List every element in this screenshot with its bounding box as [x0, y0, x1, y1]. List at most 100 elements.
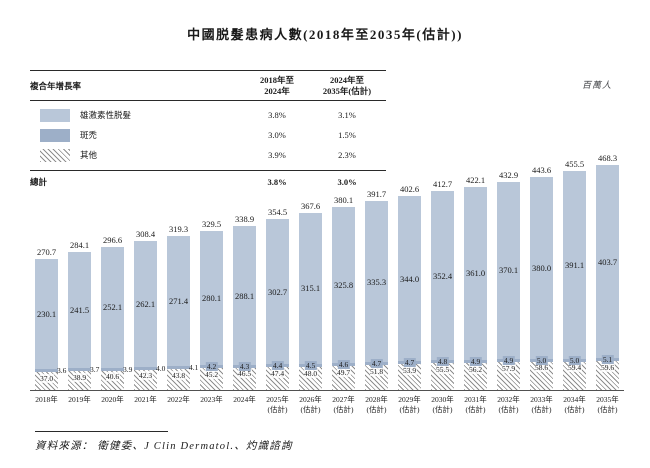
segment-androgenetic-label: 271.4 — [168, 295, 189, 306]
cagr-table: 複合年增長率 2018年至 2024年 2024年至 2035年(估計) 雄激素… — [30, 70, 386, 194]
segment-androgenetic-label: 262.1 — [135, 298, 156, 309]
segment-others-label: 51.8 — [369, 366, 384, 376]
segment-alopecia-areata-label: 5.0 — [535, 355, 548, 365]
segment-alopecia-areata-label: 4.3 — [238, 361, 251, 371]
x-axis-label: 2029年 (估計) — [398, 395, 421, 415]
cagr-column-2024-2035: 2024年至 2035年(估計) — [308, 75, 386, 97]
x-axis-label: 2028年 (估計) — [365, 395, 388, 415]
x-axis-label: 2025年 (估計) — [266, 395, 289, 415]
cagr-value: 3.9% — [268, 150, 286, 161]
segment-others-label: 58.6 — [534, 363, 549, 373]
segment-alopecia-areata — [167, 366, 190, 369]
stacked-bar: 391.1 59.4 5.0 — [563, 170, 586, 390]
cagr-table-header: 複合年增長率 2018年至 2024年 2024年至 2035年(估計) — [30, 71, 386, 102]
segment-alopecia-areata-label: 4.2 — [205, 362, 218, 372]
segment-others-label: 53.9 — [402, 365, 417, 375]
segment-androgenetic-label: 335.3 — [366, 276, 387, 287]
segment-alopecia-areata-label: 3.7 — [90, 365, 100, 375]
segment-others-label: 59.4 — [567, 363, 582, 372]
source-divider — [35, 431, 168, 432]
segment-others-label: 56.2 — [468, 364, 483, 374]
segment-alopecia-areata-label: 4.7 — [403, 358, 416, 368]
stacked-bar: 344.0 53.9 4.7 — [398, 196, 421, 390]
stacked-bar: 325.8 49.7 4.6 — [332, 206, 355, 390]
segment-androgenetic: 403.7 — [596, 164, 619, 359]
segment-others: 38.9 — [68, 371, 91, 390]
segment-alopecia-areata-label: 4.0 — [156, 363, 166, 373]
bar-total-label: 367.6 — [300, 200, 321, 211]
segment-androgenetic: 344.0 — [398, 196, 421, 362]
segment-others-label: 45.2 — [204, 369, 219, 379]
x-axis-label: 2026年 (估計) — [299, 395, 322, 415]
segment-others: 59.6 — [596, 361, 619, 390]
segment-androgenetic-label: 391.1 — [564, 259, 585, 270]
legend-row-alopecia-areata: 斑禿 3.0% 1.5% — [30, 125, 386, 145]
segment-others: 49.7 — [332, 366, 355, 390]
x-axis-label: 2020年 — [101, 395, 124, 404]
segment-others-label: 38.9 — [72, 372, 87, 382]
x-axis-label: 2035年 (估計) — [596, 395, 619, 415]
total-cagr-value: 3.0% — [337, 177, 357, 188]
bar-group: 319.3 271.4 43.8 4.1 2022年 — [162, 150, 198, 404]
segment-androgenetic: 361.0 — [464, 186, 487, 360]
stacked-bar: 280.1 45.2 4.2 — [200, 230, 223, 390]
segment-alopecia-areata — [35, 369, 58, 373]
segment-androgenetic: 302.7 — [266, 218, 289, 365]
segment-alopecia-areata-label: 5.0 — [568, 355, 581, 365]
segment-alopecia-areata-label: 4.9 — [469, 357, 482, 366]
column-line: 2024年至 — [329, 75, 364, 85]
column-line: 2024年 — [264, 86, 290, 97]
bar-group: 329.5 280.1 45.2 4.2 2023年 — [195, 150, 228, 404]
segment-alopecia-areata-label: 4.4 — [271, 361, 284, 371]
segment-others-label: 48.0 — [303, 368, 318, 378]
segment-alopecia-areata — [68, 368, 91, 372]
stacked-bar: 370.1 57.9 4.9 — [497, 181, 520, 390]
segment-androgenetic: 335.3 — [365, 201, 388, 363]
segment-androgenetic-label: 403.7 — [597, 256, 618, 267]
x-axis-label: 2021年 — [134, 395, 157, 404]
segment-androgenetic-label: 241.5 — [69, 305, 90, 316]
segment-androgenetic: 288.1 — [233, 226, 256, 365]
x-axis-label: 2019年 — [68, 395, 91, 404]
x-axis-label: 2023年 — [200, 395, 223, 404]
segment-others-label: 57.9 — [501, 363, 516, 373]
bar-total-label: 402.6 — [399, 184, 420, 195]
segment-others: 43.8 — [167, 369, 190, 390]
segment-androgenetic: 241.5 — [68, 252, 91, 369]
bar-total-label: 338.9 — [234, 214, 255, 225]
segment-others: 37.0 — [35, 372, 58, 390]
segment-androgenetic-label: 344.0 — [399, 273, 420, 284]
segment-androgenetic: 252.1 — [101, 246, 124, 368]
stacked-bar: 271.4 43.8 4.1 — [167, 235, 198, 390]
segment-others-label: 47.4 — [270, 368, 285, 378]
x-axis-label: 2027年 (估計) — [332, 395, 355, 415]
segment-androgenetic-label: 288.1 — [234, 290, 255, 301]
bar-group: 354.5 302.7 47.4 4.4 2025年 (估計) — [261, 150, 294, 414]
segment-androgenetic: 230.1 — [35, 258, 58, 370]
segment-others: 45.2 — [200, 368, 223, 390]
bar-group: 380.1 325.8 49.7 4.6 2027年 (估計) — [327, 150, 360, 414]
segment-androgenetic-label: 302.7 — [267, 286, 288, 297]
bar-total-label: 329.5 — [201, 218, 222, 229]
bar-group: 412.7 352.4 55.5 4.8 2030年 (估計) — [426, 150, 459, 414]
stacked-bar: 262.1 42.3 4.0 — [134, 240, 165, 390]
legend-label: 雄激素性脱髮 — [80, 110, 132, 121]
segment-alopecia-areata — [101, 367, 124, 371]
stacked-bar: 380.0 58.6 5.0 — [530, 176, 553, 390]
bar-group: 443.6 380.0 58.6 5.0 2033年 (估計) — [525, 150, 558, 414]
bar-group: 391.7 335.3 51.8 4.7 2028年 (估計) — [360, 150, 393, 414]
stacked-bar: 403.7 59.6 5.1 — [596, 164, 619, 390]
segment-others-label: 42.3 — [138, 371, 153, 381]
bar-total-label: 354.5 — [267, 206, 288, 217]
segment-alopecia-areata-label: 4.6 — [337, 360, 350, 370]
bar-group: 270.7 230.1 37.0 3.6 2018年 — [30, 150, 66, 404]
bar-total-label: 422.1 — [465, 174, 486, 185]
others-hatch-swatch — [40, 148, 70, 162]
segment-androgenetic: 370.1 — [497, 181, 520, 360]
cagr-value: 3.1% — [338, 110, 356, 121]
bar-group: 468.3 403.7 59.6 5.1 2035年 (估計) — [591, 150, 624, 414]
x-axis-label: 2018年 — [35, 395, 58, 404]
segment-androgenetic: 315.1 — [299, 212, 322, 364]
bar-group: 296.6 252.1 40.6 3.9 2020年 — [96, 150, 132, 404]
